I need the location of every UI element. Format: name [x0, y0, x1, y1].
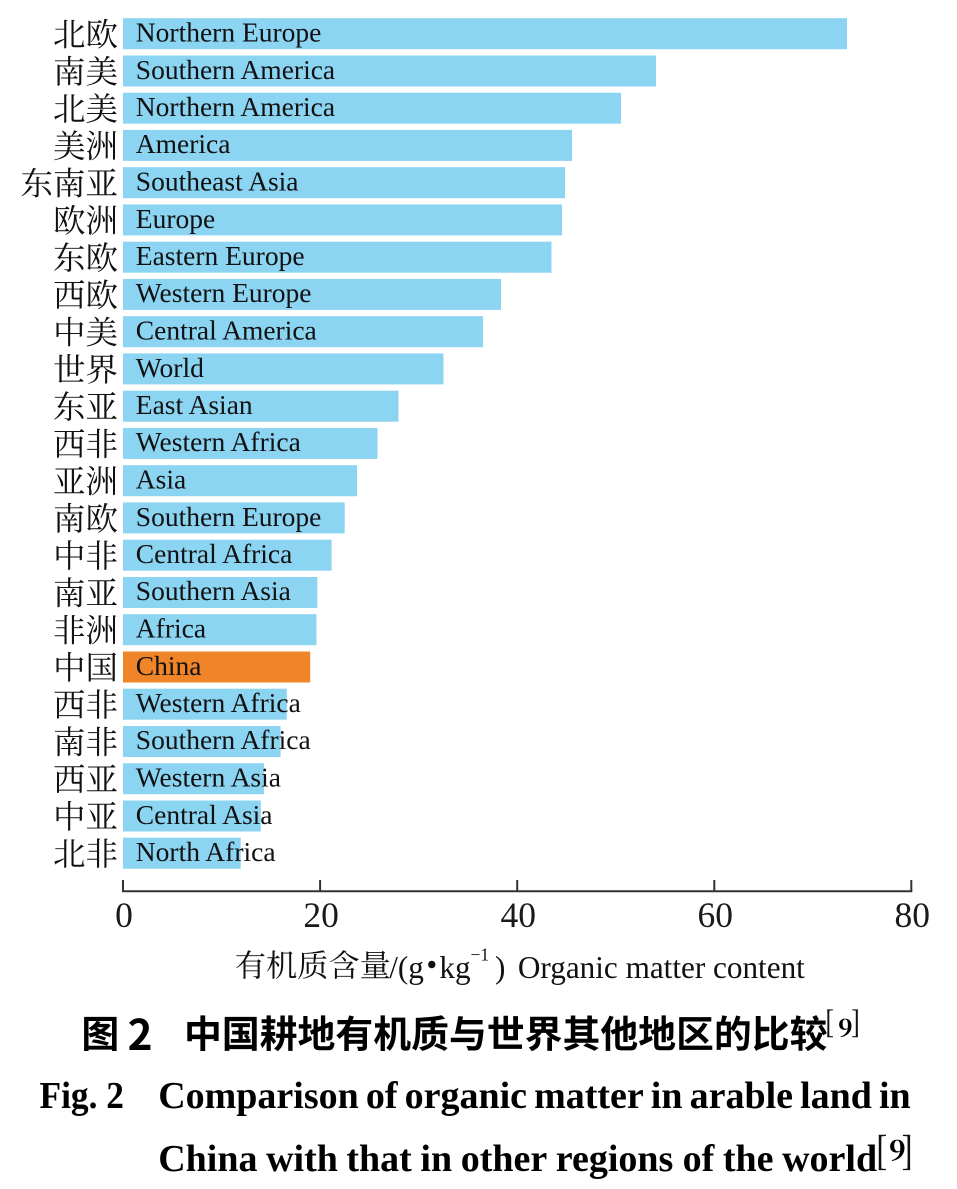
- svg-text:with: with: [266, 1138, 338, 1180]
- svg-text:kg: kg: [439, 950, 470, 985]
- svg-text:World: World: [136, 352, 204, 383]
- svg-text:−1: −1: [471, 945, 490, 965]
- svg-text:60: 60: [698, 895, 734, 935]
- svg-text:other: other: [461, 1138, 548, 1180]
- svg-text:in: in: [651, 1075, 683, 1117]
- svg-text:matter: matter: [534, 1075, 644, 1117]
- svg-text:America: America: [136, 128, 231, 159]
- svg-text:Northern America: Northern America: [136, 91, 335, 122]
- svg-text:arable: arable: [690, 1075, 793, 1117]
- svg-text:Southern Africa: Southern Africa: [136, 724, 311, 755]
- svg-text:Western Africa: Western Africa: [136, 687, 301, 718]
- svg-text:Comparison: Comparison: [158, 1075, 359, 1117]
- svg-text:organic: organic: [405, 1075, 527, 1117]
- svg-text:land: land: [800, 1075, 872, 1117]
- svg-text:Southern America: Southern America: [136, 54, 335, 85]
- svg-text:Europe: Europe: [136, 203, 215, 234]
- svg-text:in: in: [420, 1138, 452, 1180]
- svg-text:North Africa: North Africa: [136, 836, 276, 867]
- svg-text:of: of: [366, 1075, 399, 1117]
- svg-text:/(g: /(g: [389, 950, 424, 985]
- svg-text:Central America: Central America: [136, 315, 317, 346]
- svg-text:China: China: [158, 1138, 257, 1180]
- svg-text:): ): [495, 950, 505, 985]
- svg-text:80: 80: [895, 895, 931, 935]
- svg-text:world: world: [782, 1138, 877, 1180]
- svg-text:Southern Europe: Southern Europe: [136, 501, 322, 532]
- svg-text:Western Asia: Western Asia: [136, 762, 281, 793]
- svg-text:that: that: [346, 1138, 412, 1180]
- svg-text:China: China: [136, 650, 202, 681]
- svg-text:Southeast Asia: Southeast Asia: [136, 166, 299, 197]
- svg-text:Northern Europe: Northern Europe: [136, 17, 322, 48]
- svg-text:Central Asia: Central Asia: [136, 799, 273, 830]
- svg-text:the: the: [723, 1138, 774, 1180]
- svg-text:Southern Asia: Southern Asia: [136, 575, 291, 606]
- svg-text:of: of: [683, 1138, 716, 1180]
- svg-text:Eastern Europe: Eastern Europe: [136, 240, 305, 271]
- svg-text:regions: regions: [556, 1138, 674, 1180]
- svg-text:in: in: [879, 1075, 911, 1117]
- svg-text:40: 40: [500, 895, 536, 935]
- svg-text:0: 0: [115, 895, 133, 935]
- svg-text:Western Africa: Western Africa: [136, 426, 301, 457]
- svg-text:Central Africa: Central Africa: [136, 538, 293, 569]
- svg-text:20: 20: [303, 895, 339, 935]
- svg-text:Western Europe: Western Europe: [136, 277, 312, 308]
- svg-text:Africa: Africa: [136, 613, 206, 644]
- svg-text:Asia: Asia: [136, 464, 186, 495]
- svg-text:Organic matter content: Organic matter content: [518, 950, 805, 985]
- svg-text:East Asian: East Asian: [136, 389, 253, 420]
- svg-text:Fig. 2: Fig. 2: [40, 1075, 125, 1117]
